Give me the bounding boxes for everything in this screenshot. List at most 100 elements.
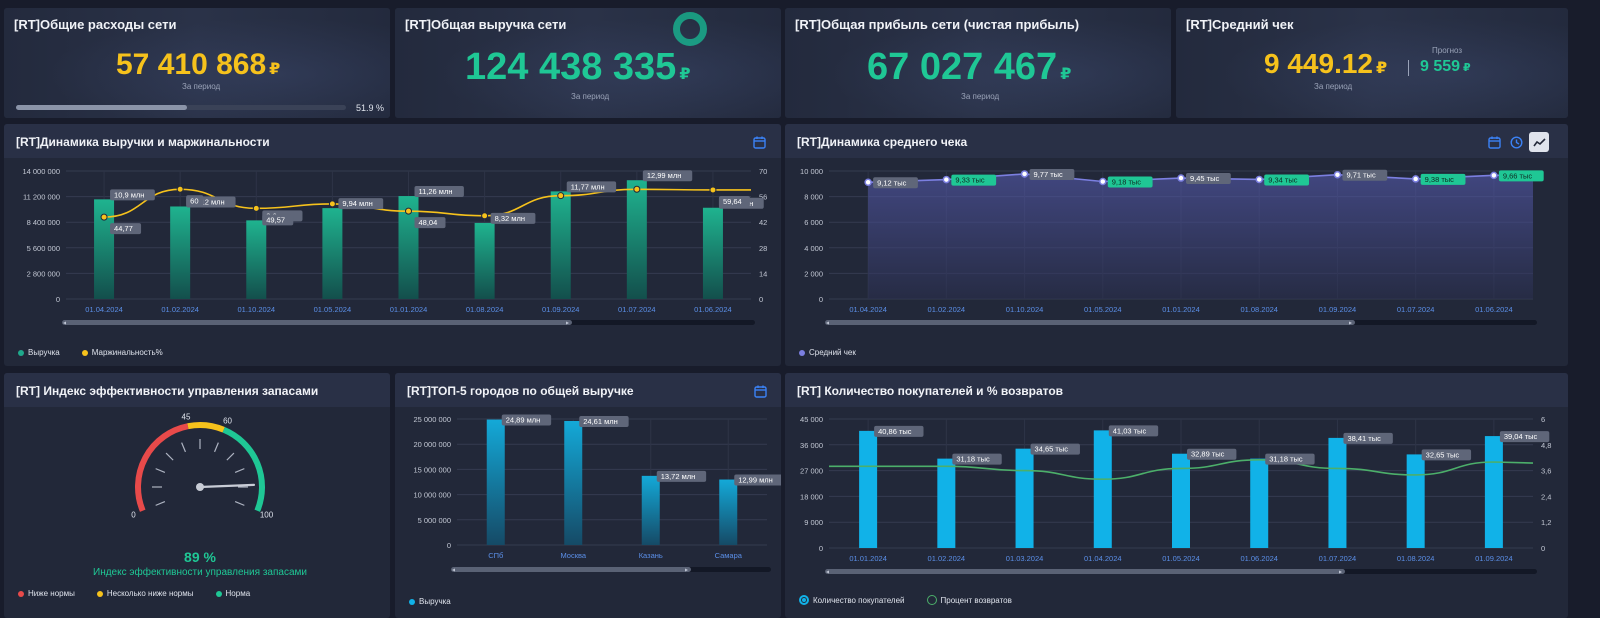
city-revenue-label-bg	[501, 414, 552, 426]
gauge-tick	[226, 452, 235, 461]
legend-revenue[interactable]: Выручка	[28, 348, 60, 357]
buyers-bar-label-bg	[1421, 449, 1472, 461]
x-tick-label: 01.05.2024	[314, 305, 352, 314]
avg-check-label-bg	[1186, 173, 1231, 185]
x-scrollbar-left-arrow: ◂	[826, 570, 829, 576]
kpi-background	[1176, 8, 1568, 118]
legend-margin[interactable]: Маржинальность%	[91, 348, 163, 357]
revenue-bar	[94, 199, 115, 299]
currency-sign: ₽	[679, 66, 691, 83]
y2-tick-label: 0	[1541, 544, 1545, 553]
legend-avg[interactable]: Средний чек	[809, 348, 856, 357]
x-tick-label: 01.04.2024	[1084, 554, 1122, 563]
buyers-bar-label: 32,65 тыс	[1426, 450, 1460, 459]
kpi-value-number: 9 449.12	[1264, 48, 1373, 79]
gauge-arc-segment	[135, 423, 189, 512]
kpi-background	[4, 8, 390, 118]
kpi-value: 124 438 335 ₽	[465, 46, 690, 89]
y-tick-label: 0	[447, 541, 451, 550]
revenue-bar-label: 11,77 млн	[571, 182, 605, 191]
trend-icon[interactable]	[1529, 132, 1549, 152]
progress-label: 51.9 %	[356, 103, 385, 113]
buyers-bar-label: 40,86 тыс	[878, 427, 912, 436]
margin-point-label: 48,04	[419, 218, 438, 227]
legend-returns[interactable]: Процент возвратов	[940, 595, 1012, 605]
gauge-tick	[234, 468, 245, 474]
y-tick-label: 8 400 000	[27, 218, 60, 227]
buyers-bar-label-bg	[1030, 443, 1080, 455]
kpi-subtitle: За период	[961, 92, 1000, 101]
x-tick-label: Самара	[715, 551, 743, 560]
x-tick-label: 01.10.2024	[1006, 305, 1044, 314]
buyers-bar	[1250, 458, 1269, 548]
revenue-bar	[626, 180, 647, 299]
avg-check-label: 9,12 тыс	[877, 178, 907, 187]
x-tick-label: 01.06.2024	[694, 305, 732, 314]
gauge-arc-segment	[187, 422, 225, 433]
legend-radio-returns[interactable]	[926, 595, 937, 605]
top-cities-card: [RT]ТОП-5 городов по общей выручке 25 00…	[395, 373, 781, 618]
y-tick-label: 0	[819, 295, 823, 304]
x-tick-label: СПб	[488, 551, 503, 560]
avg-check-label: 9,33 тыс	[955, 176, 985, 185]
avg-check-point	[1490, 171, 1498, 180]
buyers-bar	[1172, 453, 1190, 548]
revenue-bar	[398, 196, 419, 299]
x-tick-label: 01.08.2024	[1240, 305, 1278, 314]
legend-buyers[interactable]: Количество покупателей	[813, 595, 905, 605]
avg-check-label: 9,45 тыс	[1190, 174, 1220, 183]
revenue-bar-label-bg	[566, 181, 617, 193]
avg-check-label: 9,34 тыс	[1268, 175, 1298, 184]
legend-radio-buyers[interactable]	[799, 595, 809, 605]
margin-point-label: 44,77	[114, 224, 133, 233]
margin-point	[252, 204, 260, 212]
revenue-bar	[322, 208, 343, 299]
calendar-icon[interactable]	[751, 382, 769, 400]
gauge-arc-segment	[222, 426, 265, 512]
y2-tick-label: 6	[1541, 415, 1545, 424]
calendar-icon[interactable]	[750, 133, 768, 151]
buyers-bar-label: 39,04 тыс	[1504, 432, 1538, 441]
card-header	[4, 373, 390, 407]
x-tick-label: 01.05.2024	[1162, 554, 1200, 563]
x-tick-label: 01.10.2024	[238, 305, 276, 314]
card-title: [RT] Индекс эффективности управления зап…	[16, 384, 319, 398]
y-tick-label: 8 000	[804, 193, 823, 202]
avg-check-label: 9,77 тыс	[1034, 170, 1064, 179]
calendar-icon[interactable]	[1485, 133, 1503, 151]
revenue-bar	[246, 220, 267, 299]
buyers-bar	[1484, 436, 1503, 548]
y2-tick-label: 4,8	[1541, 441, 1551, 450]
forecast-divider	[1408, 60, 1409, 76]
x-tick-label: 01.06.2024	[1475, 305, 1513, 314]
margin-point	[100, 213, 108, 221]
avg-check-label: 9,38 тыс	[1425, 175, 1455, 184]
inventory-index-card: [RT] Индекс эффективности управления зап…	[4, 373, 390, 618]
card-header	[4, 124, 781, 158]
buyers-bar-label-bg	[1499, 431, 1550, 443]
chart-legend: Средний чек	[799, 348, 856, 357]
revenue-bar-label-bg	[642, 170, 693, 182]
kpi-profit-card: [RT]Общая прибыль сети (чистая прибыль) …	[785, 8, 1171, 118]
legend-revenue[interactable]: Выручка	[419, 597, 451, 606]
gauge-value: 89 %	[184, 549, 216, 565]
x-tick-label: 01.09.2024	[1319, 305, 1357, 314]
legend-marker-revenue	[18, 349, 24, 356]
buyers-bar	[937, 458, 956, 548]
legend-marker-ok	[215, 590, 222, 597]
clock-icon[interactable]	[1507, 133, 1525, 151]
x-scrollbar-right-arrow: ▸	[566, 321, 569, 327]
kpi-revenue-card: [RT]Общая выручка сети 124 438 335 ₽ За п…	[395, 8, 781, 118]
revenue-bar-label: 10,9 млн	[114, 190, 144, 199]
forecast-value: 9 559 ₽	[1420, 58, 1471, 76]
card-title: [RT]Динамика выручки и маржинальности	[16, 135, 270, 149]
kpi-subtitle: За период	[571, 92, 610, 101]
buyers-bar-label-bg	[1343, 432, 1393, 444]
y-tick-label: 9 000	[804, 518, 823, 527]
kpi-value: 67 027 467 ₽	[867, 46, 1071, 89]
margin-point	[557, 192, 565, 200]
currency-sign: ₽	[1376, 60, 1388, 77]
gauge-tick	[181, 442, 187, 453]
x-tick-label: Москва	[560, 551, 586, 560]
card-header	[785, 124, 1568, 158]
